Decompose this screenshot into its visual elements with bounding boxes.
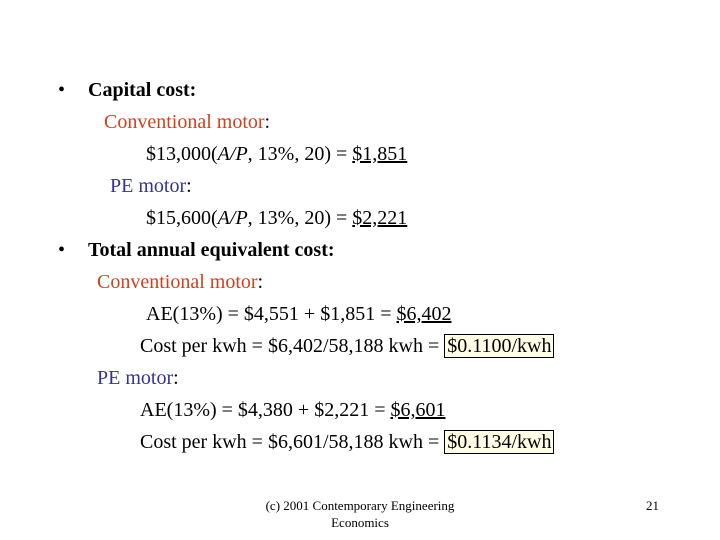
capital-conventional-result: $1,851 <box>352 143 408 165</box>
conventional-ae-result: $6,402 <box>396 303 452 325</box>
total-pe-ae: AE(13%) = $4,380 + $2,221 = $6,601 <box>140 399 446 421</box>
footer-line-1: (c) 2001 Contemporary Engineering <box>265 498 455 513</box>
footer-line-2: Economics <box>331 515 389 530</box>
bullet-total: • <box>58 239 66 261</box>
capital-pe-result: $2,221 <box>352 207 408 229</box>
footer-copyright: (c) 2001 Contemporary Engineering Econom… <box>240 497 480 531</box>
conventional-motor-label: Conventional motor <box>97 271 258 293</box>
total-conventional-cost-per-kwh: Cost per kwh = $6,402/58,188 kwh = $0.11… <box>140 334 555 358</box>
pe-ae-result: $6,601 <box>390 399 446 421</box>
total-conventional-ae: AE(13%) = $4,551 + $1,851 = $6,402 <box>146 303 452 325</box>
total-pe-label: PE motor: <box>97 367 179 389</box>
pe-cost-highlight: $0.1134/kwh <box>444 430 555 454</box>
capital-conventional-formula: $13,000(A/P, 13%, 20) = $1,851 <box>146 143 408 165</box>
page-number: 21 <box>646 498 659 513</box>
capital-pe-label: PE motor: <box>110 175 192 197</box>
conventional-motor-label: Conventional motor <box>104 111 265 133</box>
bullet-capital: • <box>58 79 66 101</box>
capital-cost-heading: Capital cost: <box>88 79 197 101</box>
pe-motor-label: PE motor <box>110 175 187 197</box>
conventional-cost-highlight: $0.1100/kwh <box>444 334 555 358</box>
total-conventional-label: Conventional motor: <box>97 271 264 293</box>
total-pe-cost-per-kwh: Cost per kwh = $6,601/58,188 kwh = $0.11… <box>140 430 555 454</box>
capital-pe-formula: $15,600(A/P, 13%, 20) = $2,221 <box>146 207 408 229</box>
total-cost-heading: Total annual equivalent cost: <box>88 239 335 261</box>
pe-motor-label: PE motor <box>97 367 174 389</box>
capital-conventional-label: Conventional motor: <box>104 111 271 133</box>
